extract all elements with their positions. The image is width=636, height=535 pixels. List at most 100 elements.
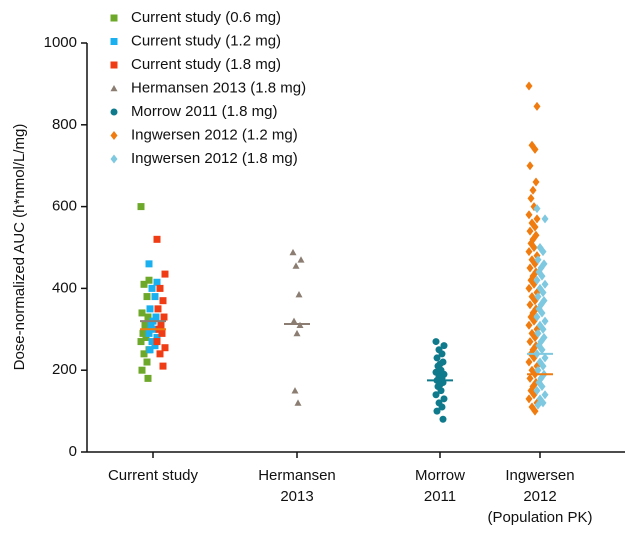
data-point <box>541 214 549 224</box>
data-point <box>153 235 161 243</box>
data-point <box>146 346 154 354</box>
legend-label: Hermansen 2013 (1.8 mg) <box>131 79 306 96</box>
data-point <box>142 333 150 341</box>
data-point <box>297 256 305 263</box>
data-point <box>526 373 534 383</box>
legend-marker <box>110 154 118 164</box>
data-point <box>525 394 533 404</box>
data-point <box>148 338 156 346</box>
legend-marker <box>110 131 118 140</box>
data-point <box>144 374 152 382</box>
data-point <box>526 161 534 171</box>
data-point <box>137 338 145 346</box>
data-point <box>539 247 547 257</box>
data-point <box>156 350 164 358</box>
legend-label: Current study (1.8 mg) <box>131 56 281 73</box>
y-tick-label: 1000 <box>44 34 77 51</box>
data-point <box>539 324 547 334</box>
x-tick-label: Ingwersen <box>505 467 574 484</box>
y-tick-label: 0 <box>69 443 77 460</box>
data-point <box>541 316 549 326</box>
data-point <box>531 222 539 232</box>
data-point <box>432 338 440 346</box>
data-point <box>161 344 169 352</box>
data-point <box>525 81 533 91</box>
data-point <box>533 101 541 111</box>
data-point <box>293 329 301 337</box>
data-point <box>526 337 534 347</box>
data-point <box>534 292 542 302</box>
data-point <box>438 403 446 411</box>
data-point <box>289 248 297 256</box>
x-tick-label: 2013 <box>280 488 313 505</box>
y-axis-label: Dose-normalized AUC (h*nmol/L/mg) <box>11 124 28 371</box>
data-point <box>294 399 302 406</box>
data-point <box>433 354 441 362</box>
data-point <box>438 350 446 358</box>
legend-label: Current study (1.2 mg) <box>131 32 281 49</box>
legend-marker <box>110 108 118 116</box>
data-point <box>433 407 441 415</box>
data-point <box>439 415 447 423</box>
data-point <box>533 275 541 285</box>
legend-label: Current study (0.6 mg) <box>131 9 281 26</box>
data-point <box>533 204 541 214</box>
data-point <box>138 366 146 374</box>
data-point <box>531 406 539 416</box>
y-tick-label: 800 <box>52 116 77 133</box>
legend-marker <box>110 85 118 92</box>
data-point <box>152 313 160 321</box>
data-point <box>140 280 148 288</box>
data-point <box>145 329 153 337</box>
legend-marker <box>110 14 118 22</box>
data-point <box>161 270 169 278</box>
data-point <box>538 271 546 281</box>
data-point <box>437 387 445 395</box>
data-point <box>146 305 154 313</box>
data-point <box>526 226 534 236</box>
data-point <box>143 358 151 366</box>
data-point <box>533 386 541 396</box>
data-point <box>151 293 159 301</box>
data-point <box>153 278 161 286</box>
data-point <box>541 279 549 289</box>
data-point <box>526 300 534 310</box>
data-point <box>525 247 533 257</box>
data-point <box>539 287 547 297</box>
data-point <box>529 185 537 195</box>
data-point <box>143 293 151 301</box>
x-tick-label: 2012 <box>523 488 556 505</box>
data-point <box>525 357 533 367</box>
data-point <box>532 177 540 187</box>
data-point <box>534 400 542 410</box>
legend-label: Ingwersen 2012 (1.8 mg) <box>131 150 298 167</box>
data-point <box>153 338 161 346</box>
legend-marker <box>110 38 118 45</box>
data-point <box>157 321 165 329</box>
data-point <box>151 342 159 350</box>
data-point <box>138 309 146 317</box>
data-point <box>525 210 533 220</box>
x-tick-label: Hermansen <box>258 467 336 484</box>
data-point <box>440 395 448 403</box>
x-tick-label: (Population PK) <box>487 509 592 526</box>
data-point <box>153 333 161 341</box>
data-point <box>295 291 303 298</box>
data-point <box>539 361 547 371</box>
data-point <box>541 353 549 363</box>
data-point <box>290 317 298 324</box>
data-point <box>147 321 155 329</box>
data-point <box>291 387 299 394</box>
data-point <box>534 328 542 338</box>
data-point <box>145 260 153 268</box>
legend-marker <box>110 61 118 69</box>
data-point <box>160 313 168 321</box>
legend-label: Morrow 2011 (1.8 mg) <box>131 103 277 120</box>
data-point <box>292 262 300 269</box>
data-point <box>527 193 535 203</box>
legend-label: Ingwersen 2012 (1.2 mg) <box>131 126 298 143</box>
y-tick-label: 400 <box>52 279 77 296</box>
data-point <box>432 391 440 399</box>
data-point <box>144 313 152 321</box>
